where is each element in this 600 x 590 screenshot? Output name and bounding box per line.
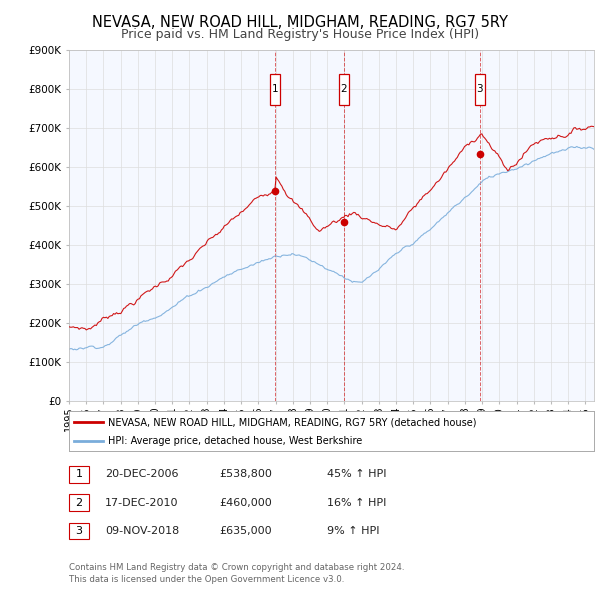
Text: 45% ↑ HPI: 45% ↑ HPI xyxy=(327,470,386,479)
Text: 2: 2 xyxy=(340,84,347,94)
Text: 1: 1 xyxy=(272,84,278,94)
Text: 3: 3 xyxy=(76,526,82,536)
FancyBboxPatch shape xyxy=(270,74,280,105)
Text: This data is licensed under the Open Government Licence v3.0.: This data is licensed under the Open Gov… xyxy=(69,575,344,584)
Text: 09-NOV-2018: 09-NOV-2018 xyxy=(105,526,179,536)
Text: HPI: Average price, detached house, West Berkshire: HPI: Average price, detached house, West… xyxy=(109,437,362,446)
Text: £460,000: £460,000 xyxy=(219,498,272,507)
Text: 9% ↑ HPI: 9% ↑ HPI xyxy=(327,526,380,536)
Text: 16% ↑ HPI: 16% ↑ HPI xyxy=(327,498,386,507)
Text: 1: 1 xyxy=(76,470,82,479)
Text: NEVASA, NEW ROAD HILL, MIDGHAM, READING, RG7 5RY (detached house): NEVASA, NEW ROAD HILL, MIDGHAM, READING,… xyxy=(109,417,477,427)
Text: NEVASA, NEW ROAD HILL, MIDGHAM, READING, RG7 5RY: NEVASA, NEW ROAD HILL, MIDGHAM, READING,… xyxy=(92,15,508,30)
FancyBboxPatch shape xyxy=(339,74,349,105)
Text: Price paid vs. HM Land Registry's House Price Index (HPI): Price paid vs. HM Land Registry's House … xyxy=(121,28,479,41)
Text: 3: 3 xyxy=(476,84,483,94)
Text: 17-DEC-2010: 17-DEC-2010 xyxy=(105,498,179,507)
Text: £635,000: £635,000 xyxy=(219,526,272,536)
Text: 20-DEC-2006: 20-DEC-2006 xyxy=(105,470,179,479)
FancyBboxPatch shape xyxy=(475,74,485,105)
Text: Contains HM Land Registry data © Crown copyright and database right 2024.: Contains HM Land Registry data © Crown c… xyxy=(69,563,404,572)
Text: £538,800: £538,800 xyxy=(219,470,272,479)
Text: 2: 2 xyxy=(76,498,82,507)
